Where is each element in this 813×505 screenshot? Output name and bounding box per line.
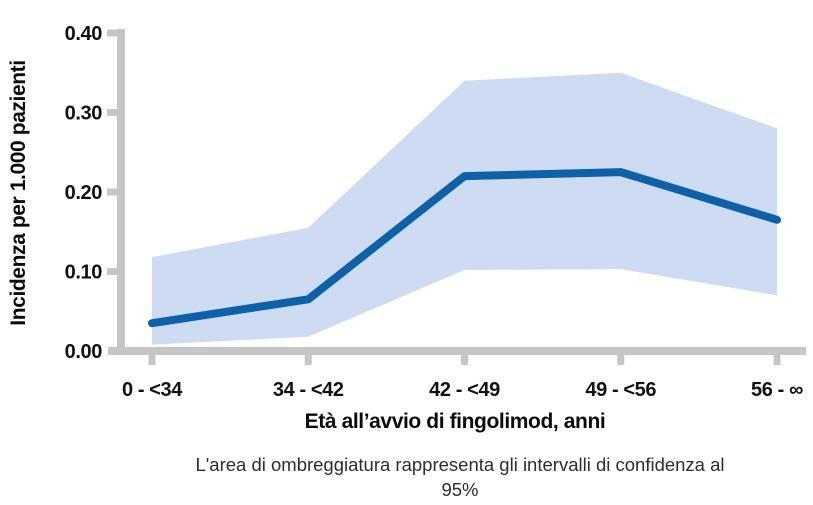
x-tick-label: 42 - <49 [429, 379, 500, 401]
confidence-band-area [152, 72, 777, 345]
y-tick-label: 0.30 [65, 103, 103, 125]
y-tick-label: 0.00 [65, 341, 103, 363]
x-tick-label: 0 - <34 [122, 379, 183, 401]
x-tick-label: 49 - <56 [585, 379, 656, 401]
y-axis-tick [107, 109, 117, 116]
x-tick-label: 34 - <42 [273, 379, 344, 401]
x-axis-tick [773, 355, 781, 365]
x-axis-tick [148, 355, 156, 365]
x-axis-tick [617, 355, 625, 365]
x-axis-tick [304, 355, 312, 365]
y-tick-label: 0.40 [65, 23, 103, 45]
y-axis-tick [107, 188, 117, 196]
x-tick-label: 56 - ∞ [751, 379, 803, 401]
y-axis-line [117, 29, 125, 355]
y-axis-title: Incidenza per 1.000 pazienti [7, 60, 30, 326]
x-axis-line [108, 347, 806, 355]
y-axis-tick [107, 29, 117, 37]
x-axis-tick [461, 355, 468, 365]
incidence-trend-line [148, 168, 781, 328]
y-tick-label: 0.10 [65, 262, 103, 284]
y-axis-tick [107, 268, 117, 275]
figure-caption: L'area di ombreggiatura rappresenta gli … [195, 454, 725, 500]
y-tick-label: 0.20 [65, 182, 103, 204]
x-axis-title: Età all’avvio di fingolimod, anni [304, 410, 606, 433]
